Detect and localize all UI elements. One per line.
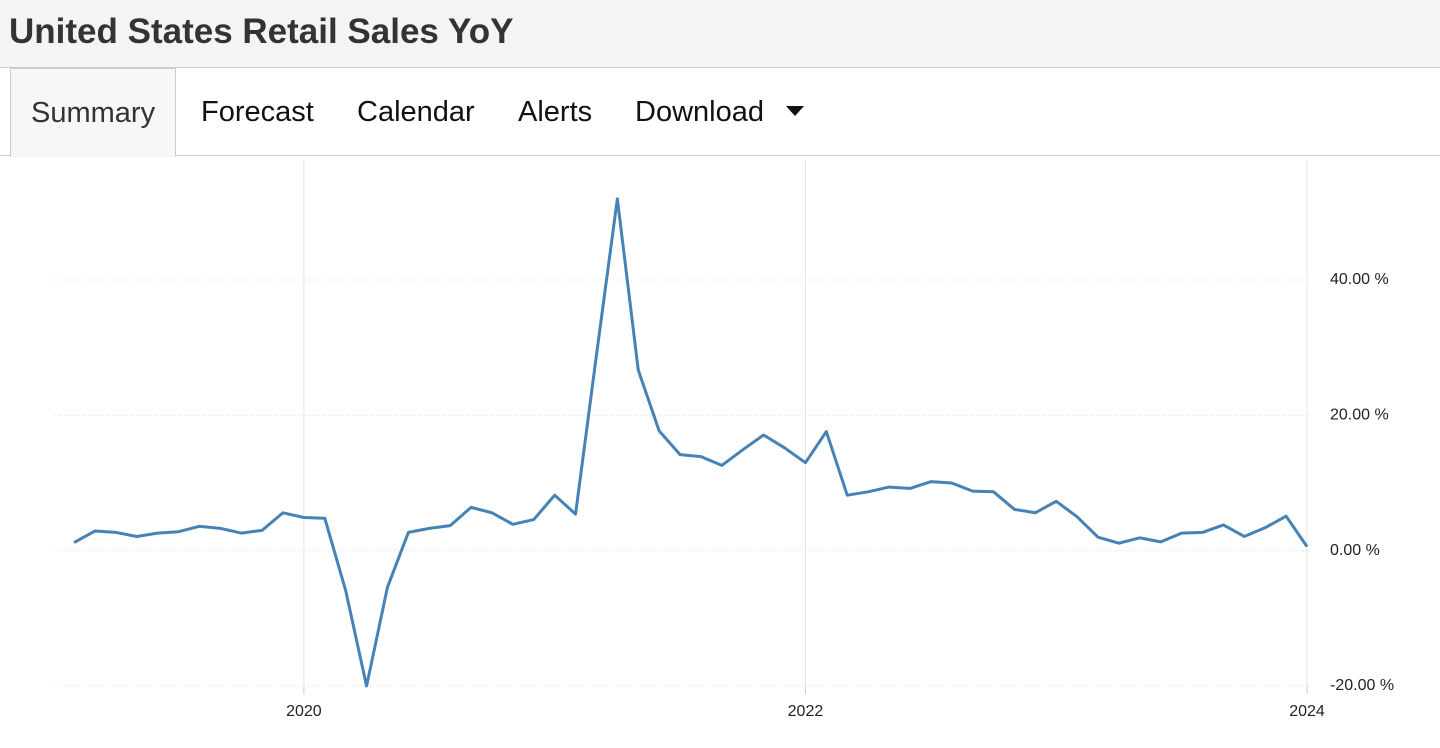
tab[interactable]: Alerts: [518, 96, 593, 128]
tab-bar: Summary Forecast Calendar Alerts Downloa…: [0, 68, 1440, 157]
tab[interactable]: Download: [635, 96, 764, 128]
tab[interactable]: Summary: [10, 68, 177, 157]
tab[interactable]: Calendar: [357, 96, 475, 128]
page-title: United States Retail Sales YoY: [9, 12, 514, 51]
data-line: [73, 197, 1309, 688]
y-tick-label: 0.00 %: [1330, 542, 1380, 559]
x-tick-label: 2022: [788, 703, 824, 720]
tab[interactable]: Forecast: [201, 96, 314, 128]
header: United States Retail Sales YoY: [0, 0, 1440, 68]
y-tick-label: -20.00 %: [1330, 677, 1394, 694]
dropdown-caret[interactable]: [786, 106, 804, 118]
y-tick-label: 20.00 %: [1330, 407, 1389, 424]
x-tick-label: 2020: [286, 703, 322, 720]
y-tick-label: 40.00 %: [1330, 271, 1389, 288]
x-tick-label: 2024: [1289, 703, 1325, 720]
